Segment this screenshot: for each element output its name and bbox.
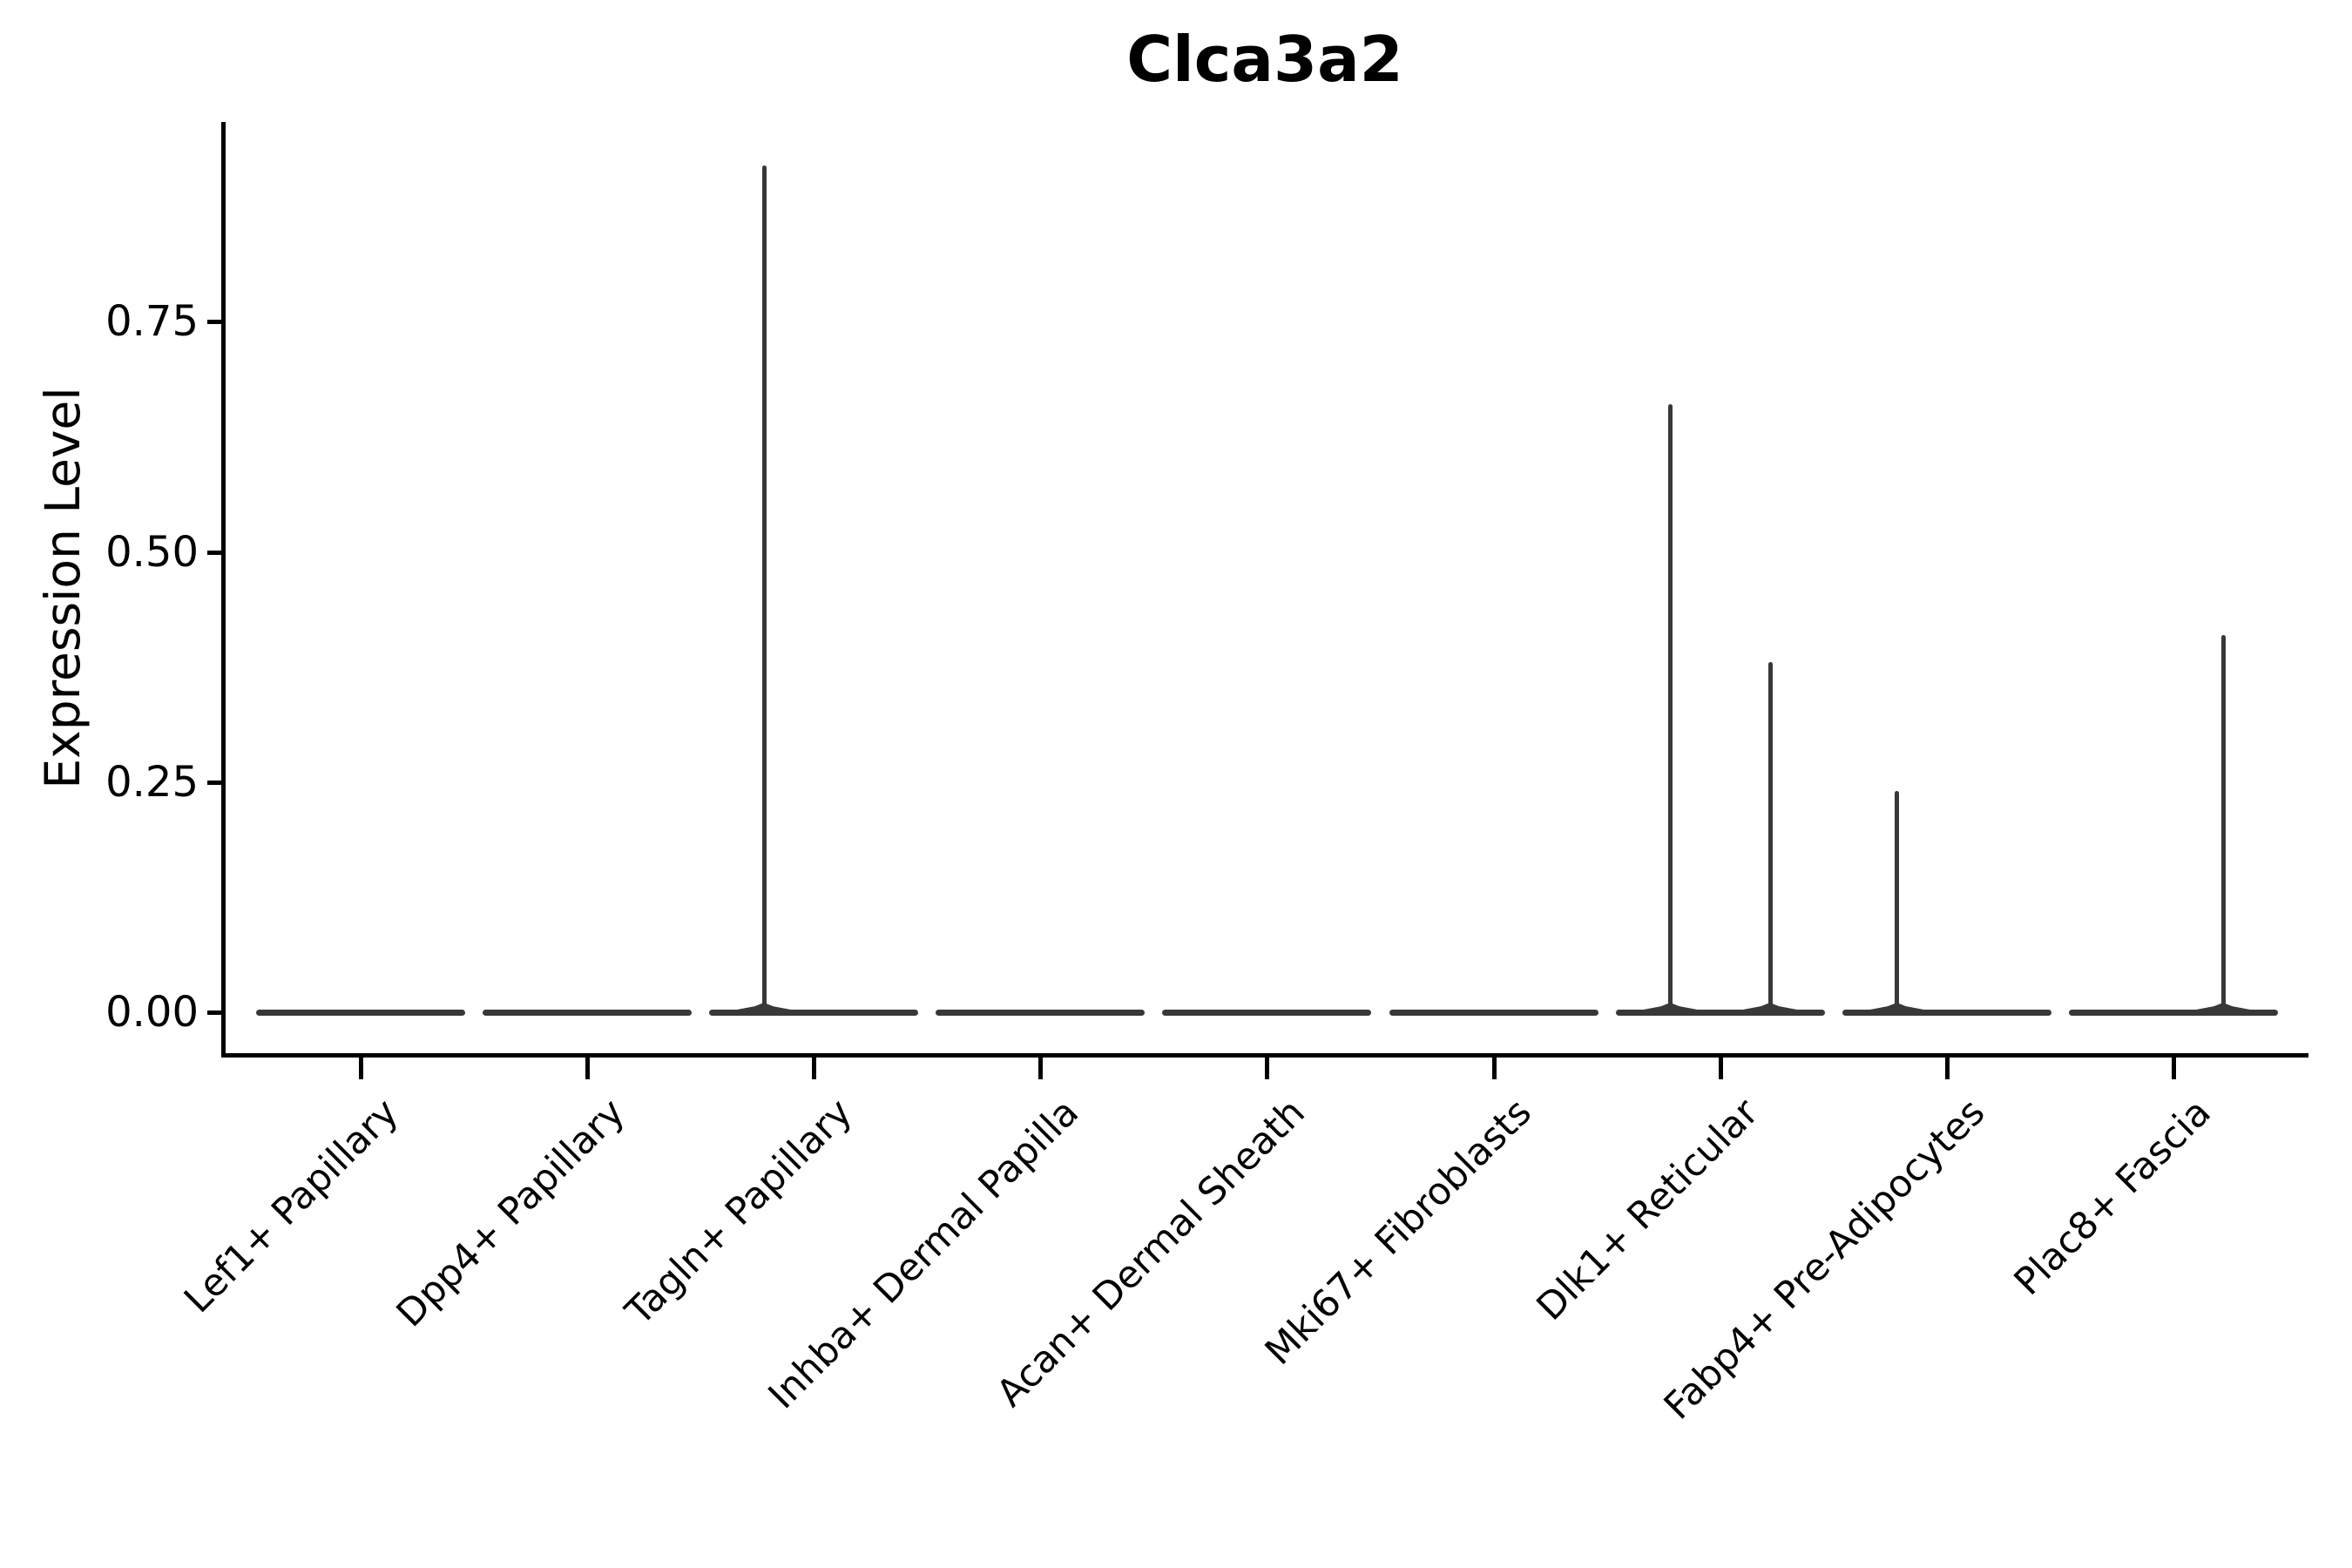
violin-body [1615, 1010, 1825, 1016]
x-tick-label: Dpp4+ Papillary [389, 1091, 634, 1336]
x-tick [812, 1058, 817, 1079]
violin-spike [2221, 634, 2227, 1012]
x-tick [1265, 1058, 1270, 1079]
violin-spike [1668, 404, 1673, 1012]
x-tick-label: Tagln+ Papillary [617, 1091, 861, 1335]
y-tick-label: 0.50 [105, 527, 199, 577]
violin-body [2068, 1010, 2278, 1016]
y-tick [207, 1010, 221, 1015]
x-tick [1038, 1058, 1044, 1079]
violin-spike [1895, 791, 1900, 1012]
violin-spike [761, 165, 767, 1012]
violin-body [483, 1010, 693, 1016]
y-tick-label: 0.25 [105, 757, 199, 807]
y-tick [207, 550, 221, 555]
x-tick-label: Plac8+ Fascia [2006, 1091, 2220, 1304]
violin-spike [1767, 662, 1773, 1012]
y-tick-label: 0.00 [105, 988, 199, 1037]
violin-body [256, 1010, 465, 1016]
y-axis-spine [221, 122, 226, 1058]
plot-title: Clca3a2 [1126, 23, 1403, 96]
x-tick-label: Lef1+ Papillary [176, 1091, 408, 1322]
x-tick-label: Dlk1+ Reticular [1528, 1091, 1767, 1329]
y-tick [207, 780, 221, 785]
violin-body [1162, 1010, 1372, 1016]
x-tick [359, 1058, 363, 1079]
violin-body [936, 1010, 1146, 1016]
violin-body [1842, 1010, 2051, 1016]
x-tick [1718, 1058, 1723, 1079]
x-tick [2171, 1058, 2176, 1079]
x-axis-spine [221, 1053, 2308, 1058]
y-tick [207, 320, 221, 325]
x-tick [1491, 1058, 1497, 1079]
x-tick [585, 1058, 591, 1079]
x-tick [1944, 1058, 1950, 1079]
violin-body [709, 1010, 919, 1016]
violin-body [1389, 1010, 1598, 1016]
y-tick-label: 0.75 [105, 297, 199, 347]
